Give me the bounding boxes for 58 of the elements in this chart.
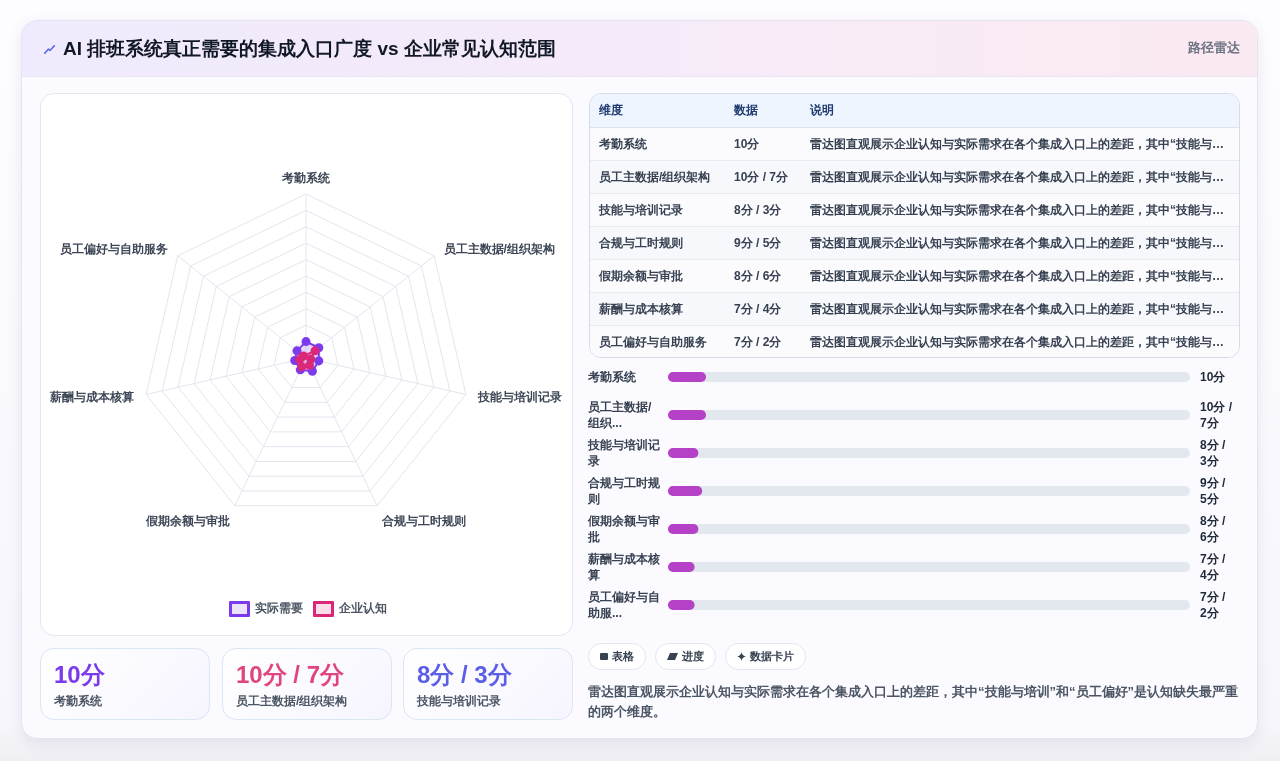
category-label: 员工偏好与自助服务	[599, 335, 707, 349]
text: 8分 / 3分	[417, 661, 512, 688]
text: 8分 / 3分	[734, 203, 782, 217]
category-label: 考勤系统	[54, 694, 102, 708]
text: 数据	[734, 103, 758, 117]
spoke-label: 员工偏好与自助服务	[60, 241, 169, 256]
text: 9分 / 5分	[1200, 476, 1226, 506]
spoke-label: 技能与培训记录	[476, 390, 562, 405]
y-tick-label: 技能与培训记录	[588, 438, 660, 468]
y-tick-label: 合规与工时规则	[588, 476, 660, 506]
chart-title: AI 排班系统真正需要的集成入口广度 vs 企业常见认知范围	[63, 38, 556, 59]
text: 路径雷达	[1188, 40, 1240, 55]
text: 8分 / 6分	[734, 269, 782, 283]
text: 7分 / 2分	[734, 335, 782, 349]
y-tick-label: 考勤系统	[588, 370, 636, 384]
legend-label: 企业认知	[338, 601, 387, 615]
text: 7分 / 4分	[734, 302, 782, 316]
text: 雷达图直观展示企业认知与实际需求在各个集成入口上的差距，其中“技能与…	[810, 269, 1224, 283]
text: 10分	[1200, 370, 1226, 384]
text: 雷达图直观展示企业认知与实际需求在各个集成入口上的差距，其中“技能与…	[810, 137, 1224, 151]
y-tick-label: 薪酬与成本核算	[588, 552, 660, 582]
category-label: 员工主数据/组织架构	[599, 170, 711, 184]
text: 8分 / 6分	[1200, 514, 1226, 544]
text: 雷达图直观展示企业认知与实际需求在各个集成入口上的差距，其中“技能与…	[810, 302, 1224, 316]
text: 数据卡片	[750, 650, 794, 662]
text: 10分	[54, 661, 105, 688]
text: 10分 / 7分	[734, 170, 789, 184]
text: 10分	[734, 137, 760, 151]
text: 10分 / 7分	[1200, 400, 1233, 430]
category-label: 薪酬与成本核算	[599, 302, 683, 316]
category-label: 技能与培训记录	[417, 694, 501, 708]
category-label: 假期余额与审批	[599, 269, 683, 283]
y-tick-label: 假期余额与审批	[588, 514, 660, 544]
category-label: 技能与培训记录	[599, 203, 683, 217]
text: 雷达图直观展示企业认知与实际需求在各个集成入口上的差距，其中“技能与…	[810, 170, 1224, 184]
spoke-label: 员工主数据/组织架构	[443, 241, 555, 256]
category-label: 员工主数据/组织架构	[236, 694, 348, 708]
text: 雷达图直观展示企业认知与实际需求在各个集成入口上的差距，其中“技能与…	[810, 203, 1224, 217]
text: 雷达图直观展示企业认知与实际需求在各个集成入口上的差距，其中“技能与培训”和“员工偏好”是认知缺失最严重的两个维度。	[588, 684, 1238, 719]
text: 说明	[810, 103, 834, 117]
text: 7分 / 2分	[1200, 590, 1226, 620]
text: 8分 / 3分	[1200, 438, 1226, 468]
text: 雷达图直观展示企业认知与实际需求在各个集成入口上的差距，其中“技能与…	[810, 236, 1224, 250]
text: 进度	[682, 650, 704, 662]
y-tick-label: 员工主数据/组织...	[588, 400, 652, 430]
y-tick-label: 员工偏好与自助服...	[588, 590, 660, 620]
spoke-label: 薪酬与成本核算	[49, 390, 135, 405]
text: 雷达图直观展示企业认知与实际需求在各个集成入口上的差距，其中“技能与…	[810, 335, 1224, 349]
category-label: 合规与工时规则	[599, 236, 683, 250]
text: 9分 / 5分	[734, 236, 782, 250]
spoke-label: 合规与工时规则	[381, 514, 467, 529]
text: 10分 / 7分	[236, 661, 345, 688]
text: 维度	[599, 103, 623, 117]
text: 7分 / 4分	[1200, 552, 1226, 582]
spoke-label: 假期余额与审批	[144, 514, 230, 529]
text: 表格	[612, 650, 634, 662]
legend-label: 实际需要	[254, 601, 303, 615]
spoke-label: 考勤系统	[281, 171, 331, 185]
